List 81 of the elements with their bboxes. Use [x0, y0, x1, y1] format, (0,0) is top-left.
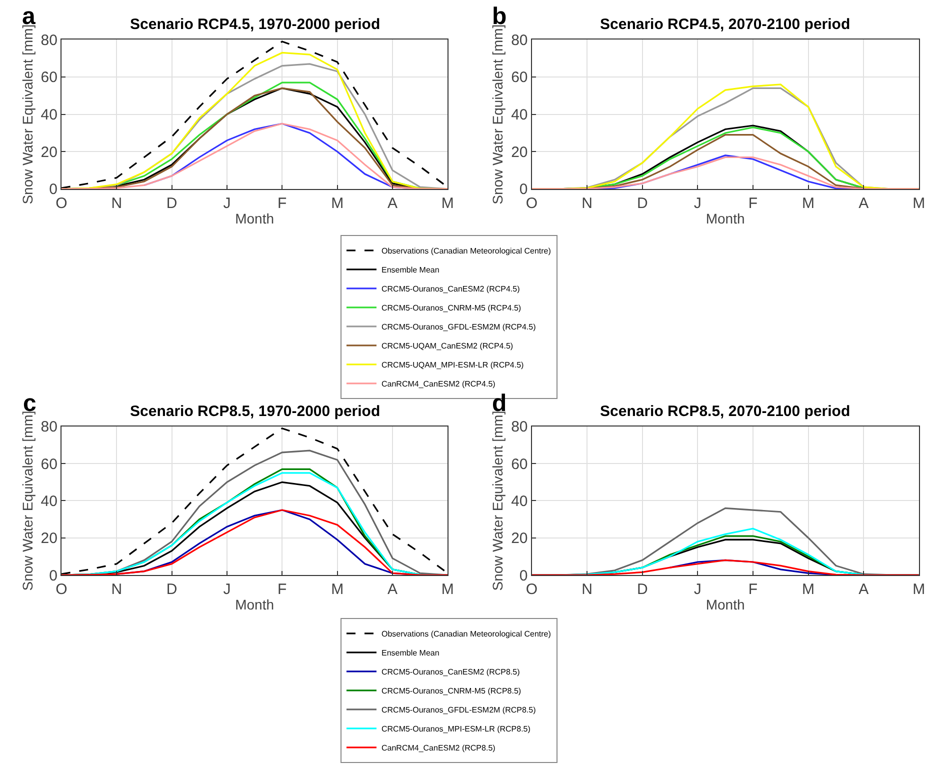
x-tick-label: D	[166, 194, 178, 212]
y-tick-label: 80	[511, 32, 528, 49]
x-tick-label: F	[278, 581, 287, 598]
legend-label: CanRCM4_CanESM2 (RCP8.5)	[381, 744, 496, 753]
x-tick-label: M	[912, 194, 926, 212]
line-series	[61, 122, 448, 189]
legend-label: CRCM5-Ouranos_CNRM-M5 (RCP8.5)	[381, 686, 522, 696]
legend-label: CRCM5-Ouranos_CanESM2 (RCP8.5)	[381, 668, 520, 677]
y-tick-label: 80	[40, 418, 58, 436]
legend-label: CRCM5-Ouranos_GFDL-ESM2M (RCP4.5)	[381, 322, 536, 332]
x-tick-label: O	[56, 581, 68, 598]
x-tick-label: D	[636, 581, 648, 598]
chart-title: Scenario RCP8.5, 1970-2000 period	[130, 403, 380, 420]
chart-title: Scenario RCP4.5, 2070-2100 period	[600, 16, 850, 33]
x-tick-label: N	[111, 581, 122, 598]
x-tick-label: D	[636, 194, 648, 212]
y-axis-title: Snow Water Equivalent [mm]	[490, 24, 506, 204]
y-tick-label: 60	[40, 456, 58, 473]
x-tick-label: M	[331, 194, 344, 212]
y-tick-label: 0	[519, 567, 528, 584]
y-tick-label: 40	[40, 106, 58, 124]
x-tick-label: J	[223, 194, 231, 212]
x-tick-label: M	[912, 581, 926, 598]
y-tick-label: 0	[49, 181, 58, 198]
x-tick-label: D	[166, 581, 178, 598]
legend-label: CRCM5-Ouranos_MPI-ESM-LR (RCP8.5)	[381, 724, 531, 734]
x-tick-label: A	[387, 581, 398, 598]
y-tick-label: 20	[40, 530, 58, 548]
y-axis-title: Snow Water Equivalent [mm]	[19, 24, 36, 204]
y-tick-label: 60	[511, 456, 528, 473]
y-tick-label: 40	[40, 492, 58, 510]
legend-label: CanRCM4_CanESM2 (RCP4.5)	[381, 380, 496, 389]
x-tick-label: N	[582, 581, 592, 598]
x-axis-title: Month	[706, 596, 745, 612]
x-tick-label: A	[858, 581, 869, 598]
x-tick-label: F	[278, 194, 287, 212]
x-tick-label: N	[582, 194, 592, 212]
y-tick-label: 0	[519, 181, 528, 198]
x-tick-label: J	[694, 194, 702, 212]
y-tick-label: 0	[49, 567, 58, 584]
legend-label: CRCM5-UQAM_MPI-ESM-LR (RCP4.5)	[381, 360, 524, 370]
x-tick-label: M	[441, 194, 454, 212]
legend-label: Ensemble Mean	[381, 266, 440, 275]
x-tick-label: M	[802, 581, 815, 598]
legend-label: Ensemble Mean	[381, 648, 440, 658]
legend-label: CRCM5-UQAM_CanESM2 (RCP4.5)	[381, 342, 514, 351]
chart-title: Scenario RCP4.5, 1970-2000 period	[130, 16, 380, 33]
x-tick-label: M	[802, 194, 815, 212]
x-tick-label: O	[526, 581, 538, 598]
legend-label: Observations (Canadian Meteorological Centre)	[381, 630, 552, 639]
x-tick-label: J	[223, 581, 231, 598]
y-tick-label: 60	[511, 69, 528, 86]
legend-label: CRCM5-Ouranos_CNRM-M5 (RCP4.5)	[381, 304, 522, 313]
x-tick-label: O	[56, 194, 68, 212]
x-axis-title: Month	[706, 210, 745, 226]
x-axis-title: Month	[235, 210, 274, 226]
x-axis-title: Month	[235, 596, 274, 612]
legend-label: CRCM5-Ouranos_CanESM2 (RCP4.5)	[381, 284, 520, 294]
x-tick-label: M	[331, 581, 344, 598]
y-tick-label: 80	[40, 32, 58, 49]
x-tick-label: O	[526, 194, 538, 212]
chart-title: Scenario RCP8.5, 2070-2100 period	[600, 403, 850, 420]
y-axis-title: Snow Water Equivalent [mm]	[490, 410, 506, 591]
y-axis-title: Snow Water Equivalent [mm]	[19, 410, 36, 591]
y-tick-label: 20	[40, 144, 58, 161]
y-tick-label: 20	[511, 144, 528, 161]
x-tick-label: A	[858, 194, 869, 212]
y-tick-label: 60	[40, 69, 58, 86]
y-tick-label: 20	[511, 530, 528, 548]
y-tick-label: 80	[511, 418, 528, 436]
x-tick-label: N	[111, 194, 122, 212]
line-series	[532, 559, 919, 576]
x-tick-label: M	[441, 581, 454, 598]
y-tick-label: 40	[511, 492, 528, 510]
y-tick-label: 40	[511, 106, 528, 124]
x-tick-label: F	[748, 194, 758, 212]
legend-label: CRCM5-Ouranos_GFDL-ESM2M (RCP8.5)	[381, 706, 536, 715]
x-tick-label: A	[387, 194, 398, 212]
legend-label: Observations (Canadian Meteorological Centre)	[381, 246, 552, 256]
x-tick-label: F	[748, 581, 758, 598]
x-tick-label: J	[694, 581, 702, 598]
